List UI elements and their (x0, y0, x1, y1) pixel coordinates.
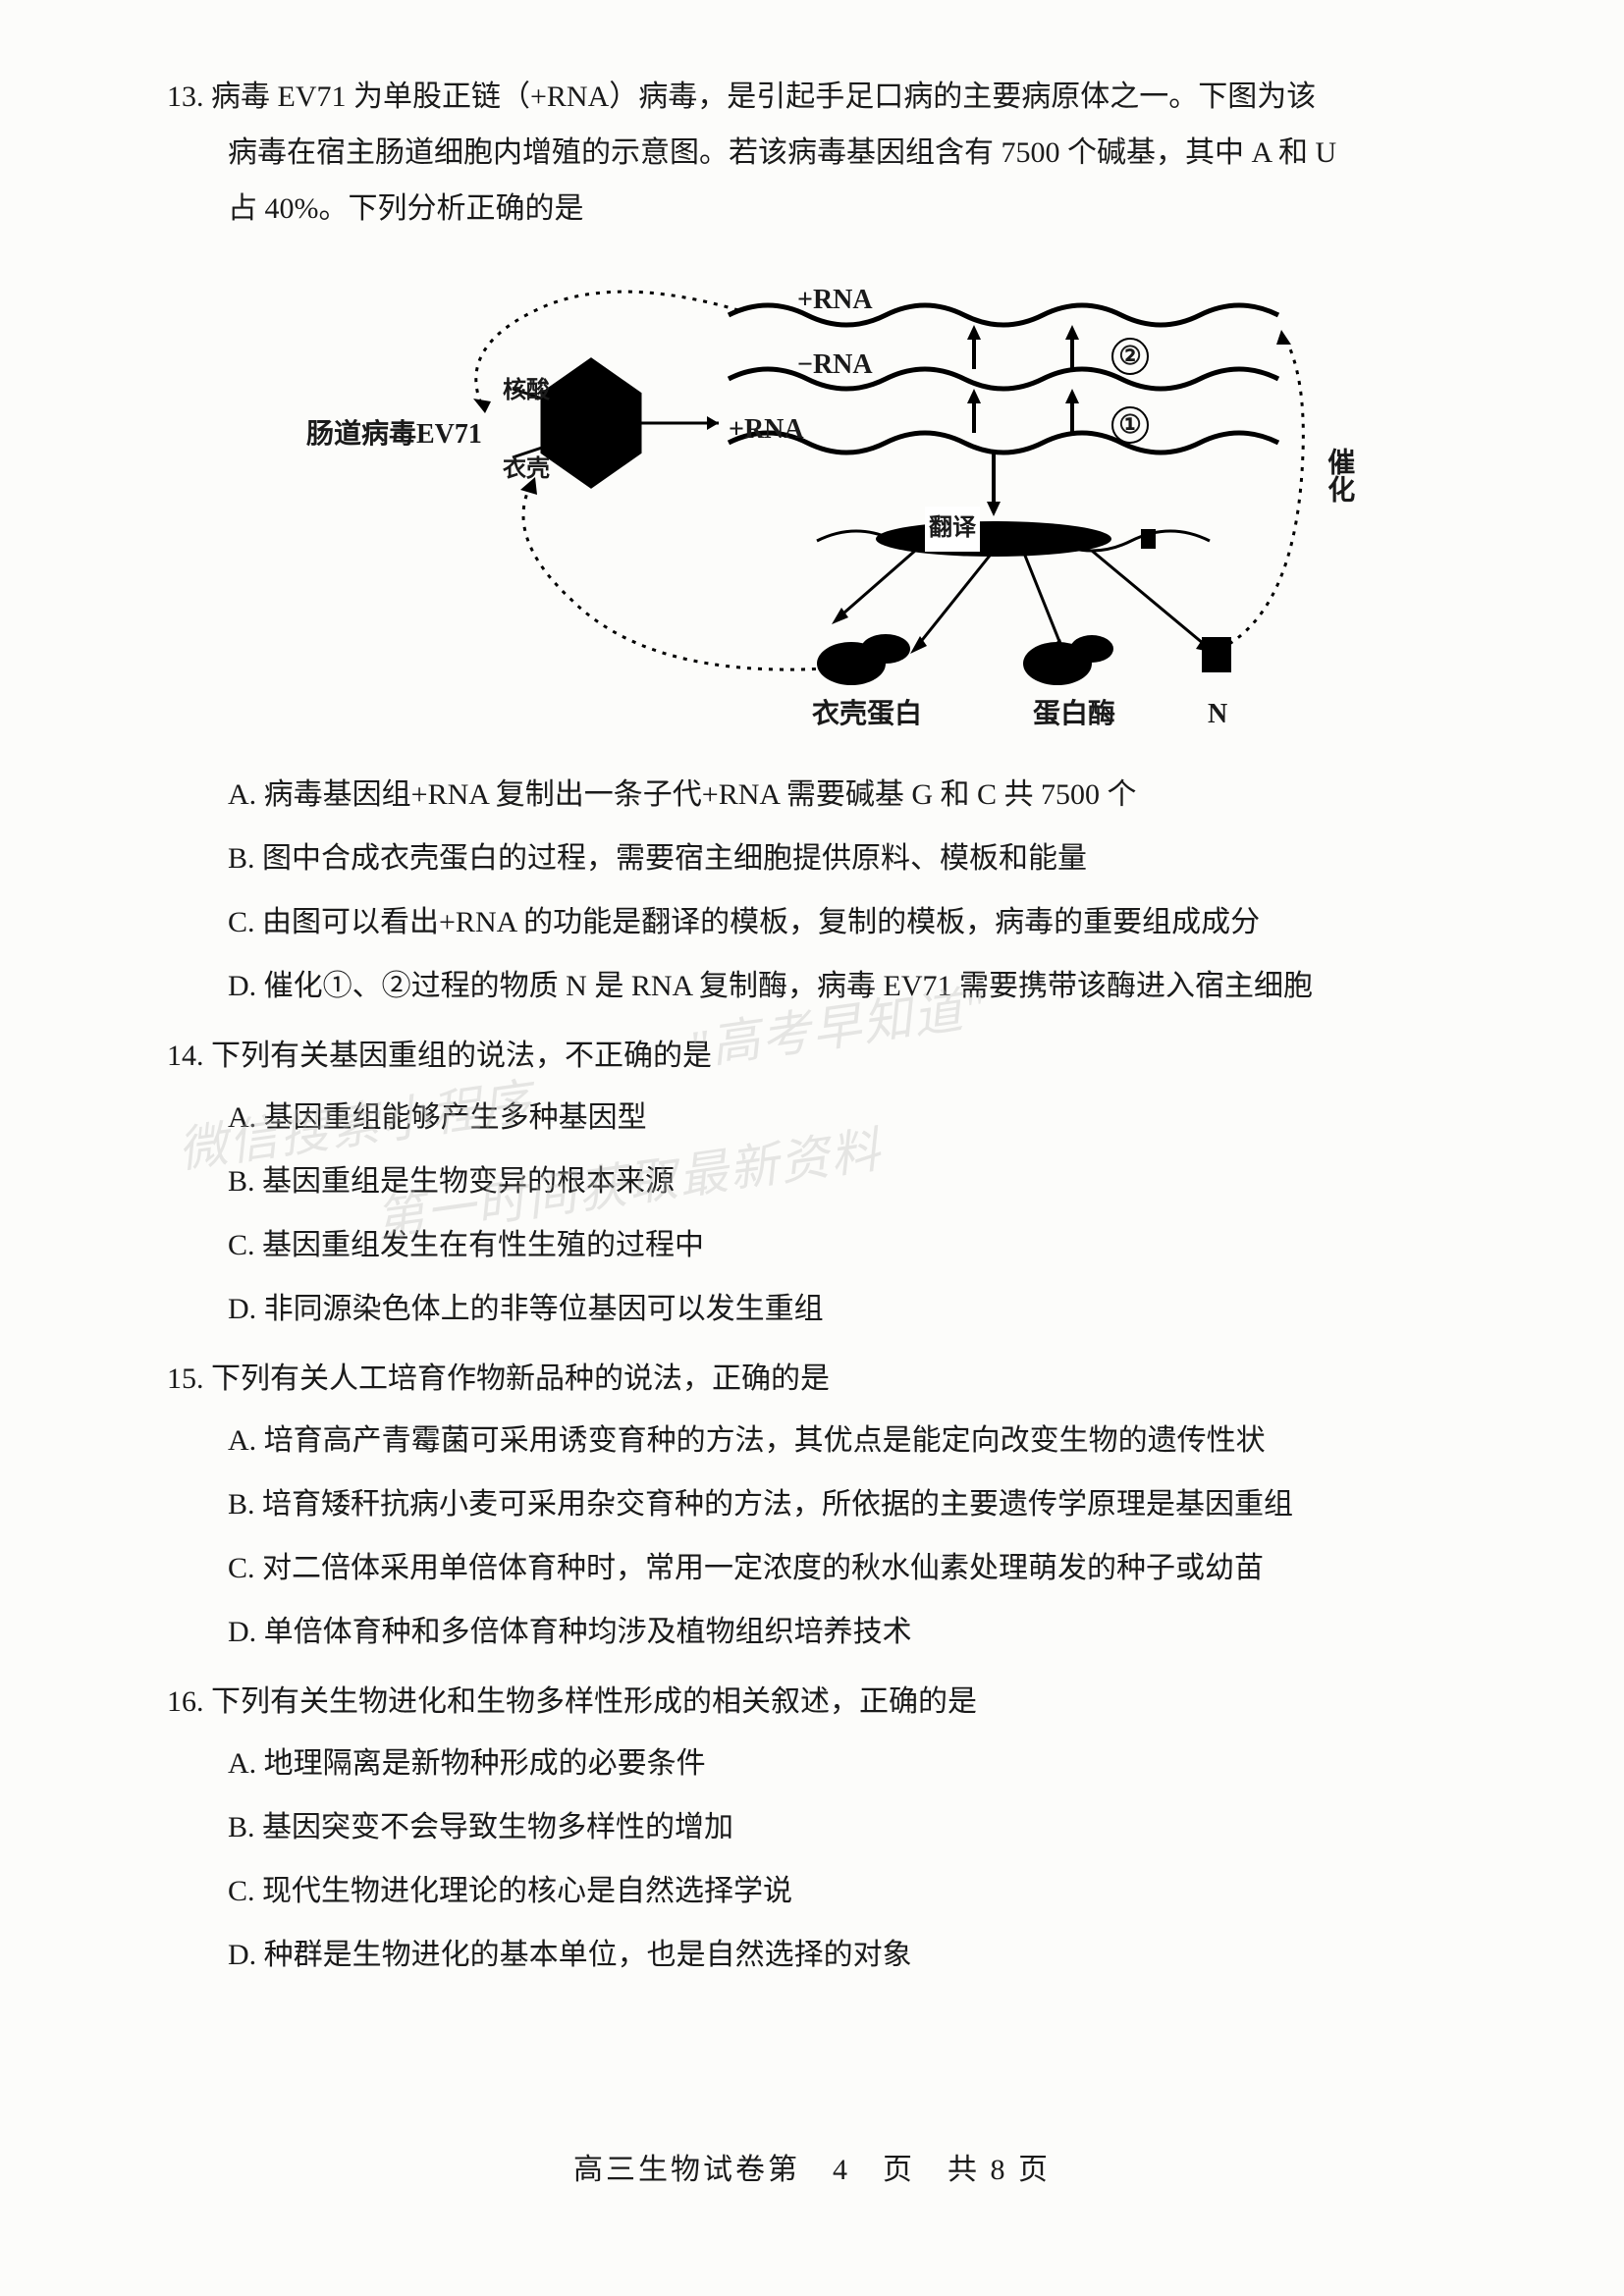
q16-option-a: A. 地理隔离是新物种形成的必要条件 (228, 1735, 1536, 1791)
diagram-svg (306, 256, 1337, 747)
q13-option-c: C. 由图可以看出+RNA 的功能是翻译的模板，复制的模板，病毒的重要组成成分 (228, 894, 1536, 950)
q16-stem-text: 下列有关生物进化和生物多样性形成的相关叙述，正确的是 (211, 1685, 977, 1718)
q15-number: 15. (167, 1362, 204, 1395)
q14-option-d: D. 非同源染色体上的非等位基因可以发生重组 (228, 1281, 1536, 1337)
q16-number: 16. (167, 1685, 204, 1718)
q14-stem-text: 下列有关基因重组的说法，不正确的是 (211, 1040, 712, 1072)
question-13: 13. 病毒 EV71 为单股正链（+RNA）病毒，是引起手足口病的主要病原体之… (108, 69, 1536, 1014)
q14-option-c: C. 基因重组发生在有性生殖的过程中 (228, 1217, 1536, 1273)
q16-option-d: D. 种群是生物进化的基本单位，也是自然选择的对象 (228, 1927, 1536, 1983)
diag-label-catalyze: 催化 (1313, 448, 1365, 503)
q14-option-a: A. 基因重组能够产生多种基因型 (228, 1090, 1536, 1146)
q15-option-a: A. 培育高产青霉菌可采用诱变育种的方法，其优点是能定向改变生物的遗传性状 (228, 1413, 1536, 1468)
q15-option-c: C. 对二倍体采用单倍体育种时，常用一定浓度的秋水仙素处理萌发的种子或幼苗 (228, 1540, 1536, 1596)
q15-option-b: B. 培育矮秆抗病小麦可采用杂交育种的方法，所依据的主要遗传学原理是基因重组 (228, 1476, 1536, 1532)
diag-label-virus: 肠道病毒EV71 (306, 408, 482, 460)
q13-stem-line2: 病毒在宿主肠道细胞内增殖的示意图。若该病毒基因组含有 7500 个碱基，其中 A… (108, 125, 1536, 181)
diag-label-translate: 翻译 (925, 507, 980, 552)
question-16: 16. 下列有关生物进化和生物多样性形成的相关叙述，正确的是 A. 地理隔离是新… (108, 1674, 1536, 1983)
q13-stem-line1: 13. 病毒 EV71 为单股正链（+RNA）病毒，是引起手足口病的主要病原体之… (108, 69, 1536, 125)
q14-number: 14. (167, 1040, 204, 1072)
q15-stem: 15. 下列有关人工培育作物新品种的说法，正确的是 (108, 1351, 1536, 1407)
question-14: 14. 下列有关基因重组的说法，不正确的是 A. 基因重组能够产生多种基因型 B… (108, 1028, 1536, 1337)
q16-options: A. 地理隔离是新物种形成的必要条件 B. 基因突变不会导致生物多样性的增加 C… (108, 1735, 1536, 1983)
diag-label-protease: 蛋白酶 (1033, 688, 1115, 740)
q13-option-a: A. 病毒基因组+RNA 复制出一条子代+RNA 需要碱基 G 和 C 共 75… (228, 767, 1536, 823)
q13-options: A. 病毒基因组+RNA 复制出一条子代+RNA 需要碱基 G 和 C 共 75… (108, 767, 1536, 1014)
diag-label-capsid-protein: 衣壳蛋白 (812, 688, 922, 740)
q13-stem1: 病毒 EV71 为单股正链（+RNA）病毒，是引起手足口病的主要病原体之一。下图… (211, 80, 1316, 113)
page-footer: 高三生物试卷第 4 页 共 8 页 (0, 2142, 1624, 2198)
q15-stem-text: 下列有关人工培育作物新品种的说法，正确的是 (211, 1362, 830, 1395)
q16-stem: 16. 下列有关生物进化和生物多样性形成的相关叙述，正确的是 (108, 1674, 1536, 1730)
q13-stem-line3: 占 40%。下列分析正确的是 (108, 181, 1536, 237)
diag-circle-1: ① (1111, 396, 1149, 452)
q14-options: A. 基因重组能够产生多种基因型 B. 基因重组是生物变异的根本来源 C. 基因… (108, 1090, 1536, 1337)
q14-stem: 14. 下列有关基因重组的说法，不正确的是 (108, 1028, 1536, 1084)
q13-option-b: B. 图中合成衣壳蛋白的过程，需要宿主细胞提供原料、模板和能量 (228, 830, 1536, 886)
diag-label-plusrna-top: +RNA (797, 274, 873, 326)
q15-options: A. 培育高产青霉菌可采用诱变育种的方法，其优点是能定向改变生物的遗传性状 B.… (108, 1413, 1536, 1660)
diag-label-n: N (1208, 688, 1227, 740)
q16-option-b: B. 基因突变不会导致生物多样性的增加 (228, 1799, 1536, 1855)
diag-label-plusrna-bot: +RNA (729, 403, 804, 455)
diag-circle-2: ② (1111, 327, 1149, 383)
q14-option-b: B. 基因重组是生物变异的根本来源 (228, 1153, 1536, 1209)
q13-option-d: D. 催化①、②过程的物质 N 是 RNA 复制酶，病毒 EV71 需要携带该酶… (228, 958, 1536, 1014)
q13-diagram: 肠道病毒EV71 核酸 衣壳 +RNA −RNA +RNA 翻译 衣壳蛋白 蛋白… (306, 256, 1337, 747)
diag-label-capsid-arm: 衣壳 (503, 448, 550, 493)
q15-option-d: D. 单倍体育种和多倍体育种均涉及植物组织培养技术 (228, 1604, 1536, 1660)
diag-label-minusrna: −RNA (797, 339, 873, 391)
question-15: 15. 下列有关人工培育作物新品种的说法，正确的是 A. 培育高产青霉菌可采用诱… (108, 1351, 1536, 1660)
q13-number: 13. (167, 80, 204, 113)
diag-label-nucleic: 核酸 (503, 369, 550, 414)
q16-option-c: C. 现代生物进化理论的核心是自然选择学说 (228, 1863, 1536, 1919)
